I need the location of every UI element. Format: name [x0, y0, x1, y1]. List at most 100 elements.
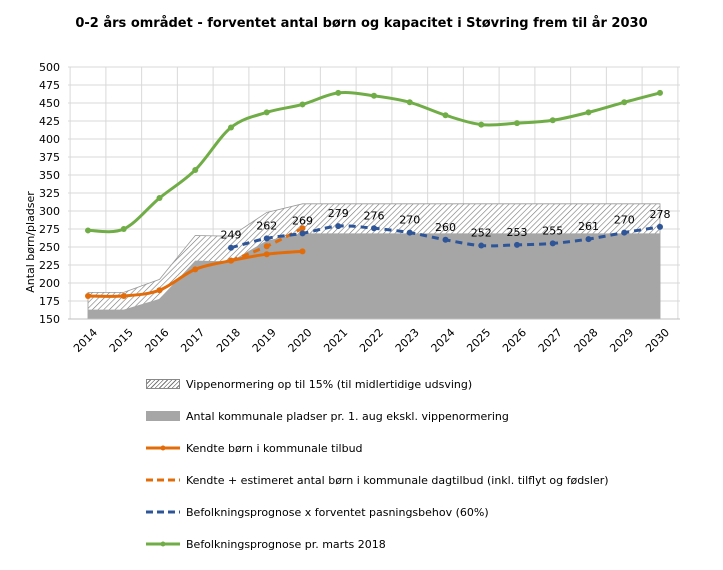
series-4-point: [335, 223, 342, 230]
series-2-point: [120, 292, 127, 299]
line-series: [85, 89, 663, 299]
legend-label: Antal kommunale pladser pr. 1. aug ekskl…: [186, 409, 509, 423]
series-3-point: [299, 225, 306, 232]
x-tick-label: 2021: [321, 326, 350, 355]
series-4-point: [299, 230, 306, 237]
series-2-point: [299, 248, 306, 255]
legend-label: Kendte børn i kommunale tilbud: [186, 441, 363, 455]
legend-item: Antal kommunale pladser pr. 1. aug ekskl…: [146, 400, 609, 432]
data-label: 262: [256, 219, 277, 232]
legend-label: Kendte + estimeret antal børn i kommunal…: [186, 473, 609, 487]
legend-label: Befolkningsprognose pr. marts 2018: [186, 537, 386, 551]
legend-swatch: [146, 377, 180, 391]
series-3-point: [228, 257, 234, 264]
x-tick-label: 2027: [536, 326, 565, 355]
series-5-point: [120, 226, 127, 232]
x-tick-label: 2026: [500, 326, 529, 355]
series-5-point: [156, 195, 163, 202]
series-4-point: [228, 244, 234, 251]
y-tick-label: 500: [39, 61, 60, 74]
x-tick-label: 2019: [250, 326, 279, 355]
legend-swatch: [146, 473, 180, 487]
data-label: 270: [614, 214, 635, 227]
series-5-point: [228, 124, 234, 131]
legend: Vippenormering op til 15% (til midlertid…: [146, 368, 609, 560]
legend-swatch: [146, 537, 180, 551]
series-5-point: [85, 227, 91, 234]
y-axis-label: Antal børn/pladser: [24, 191, 37, 293]
y-tick-label: 150: [39, 313, 60, 326]
series-5-point: [406, 99, 413, 106]
series-2-point: [192, 266, 199, 273]
data-label: 278: [650, 208, 671, 221]
series-5-point: [299, 101, 306, 108]
y-tick-label: 350: [39, 169, 60, 182]
data-label: 276: [364, 209, 385, 222]
series-4-point: [514, 241, 520, 248]
series-4-point: [442, 236, 449, 243]
series-5-point: [371, 92, 377, 99]
y-tick-label: 200: [39, 277, 60, 290]
series-4-point: [621, 229, 628, 236]
series-4-point: [406, 229, 413, 236]
series-5-point: [621, 99, 628, 106]
y-tick-label: 250: [39, 241, 60, 254]
legend-item: Befolkningsprognose pr. marts 2018: [146, 528, 609, 560]
x-tick-label: 2014: [71, 326, 100, 355]
y-tick-label: 475: [39, 79, 60, 92]
x-tick-label: 2016: [143, 326, 172, 355]
data-label: 269: [292, 214, 313, 227]
y-tick-label: 400: [39, 133, 60, 146]
series-4-point: [585, 236, 592, 243]
series-5-point: [514, 120, 520, 127]
x-tick-label: 2028: [572, 326, 601, 355]
legend-swatch: [146, 409, 180, 423]
x-tick-label: 2022: [357, 326, 386, 355]
series-4-point: [371, 225, 377, 232]
series-5-point: [657, 89, 663, 96]
series-4-point: [657, 223, 663, 230]
series-5-point: [549, 117, 556, 124]
series-4-point: [478, 242, 485, 249]
data-label: 253: [507, 226, 528, 239]
series-3-point: [263, 243, 270, 250]
y-tick-label: 325: [39, 187, 60, 200]
series-2-point: [263, 251, 270, 258]
x-tick-label: 2020: [286, 326, 315, 355]
y-tick-label: 375: [39, 151, 60, 164]
legend-item: Kendte børn i kommunale tilbud: [146, 432, 609, 464]
y-tick-label: 175: [39, 295, 60, 308]
x-tick-label: 2018: [214, 326, 243, 355]
y-tick-label: 425: [39, 115, 60, 128]
series-5-point: [192, 166, 199, 173]
legend-swatch: [146, 505, 180, 519]
series-5-point: [585, 109, 592, 116]
series-2-point: [156, 287, 163, 294]
data-label: 279: [328, 207, 349, 220]
data-label: 260: [435, 221, 456, 234]
series-1-area: [88, 233, 660, 319]
legend-item: Kendte + estimeret antal børn i kommunal…: [146, 464, 609, 496]
series-5-point: [335, 89, 342, 96]
x-tick-label: 2017: [178, 326, 207, 355]
x-tick-label: 2025: [464, 326, 493, 355]
y-tick-label: 300: [39, 205, 60, 218]
x-tick-label: 2029: [607, 326, 636, 355]
legend-label: Vippenormering op til 15% (til midlertid…: [186, 377, 473, 391]
series-4-point: [549, 240, 556, 247]
series-5-point: [478, 121, 485, 128]
series-5-point: [442, 112, 449, 119]
data-label: 249: [221, 229, 242, 242]
x-tick-label: 2023: [393, 326, 422, 355]
x-tick-label: 2024: [429, 326, 458, 355]
series-4-point: [263, 235, 270, 242]
series-5-point: [263, 109, 270, 116]
area-series: [87, 203, 661, 320]
data-label: 252: [471, 227, 492, 240]
y-tick-label: 225: [39, 259, 60, 272]
data-label: 270: [399, 214, 420, 227]
legend-label: Befolkningsprognose x forventet pasnings…: [186, 505, 489, 519]
series-2-point: [85, 292, 91, 299]
legend-item: Befolkningsprognose x forventet pasnings…: [146, 496, 609, 528]
